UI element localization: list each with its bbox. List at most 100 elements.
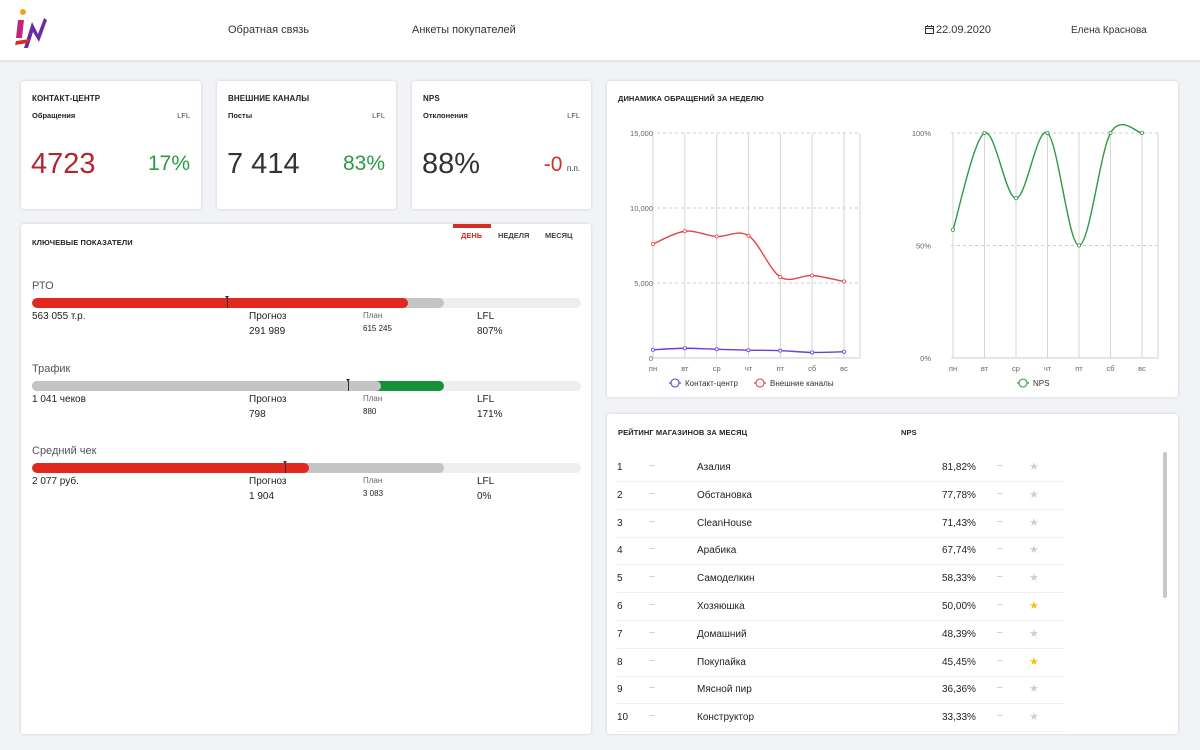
data-point[interactable] [651, 347, 656, 352]
x-tick-label: пн [949, 364, 957, 373]
kpi-lfl-label: LFL [372, 111, 385, 120]
metric-bar-track [32, 463, 581, 473]
legend-marker[interactable] [755, 378, 765, 388]
data-point[interactable] [841, 279, 846, 284]
nav-customer-surveys[interactable]: Анкеты покупателей [412, 24, 516, 36]
star-icon[interactable]: ★ [1029, 627, 1039, 640]
rating-dash: – [997, 487, 1003, 499]
rating-row[interactable]: 6 – Хозяюшка 50,00% – ★ [617, 593, 1065, 621]
kpi-value: 88% [422, 148, 481, 180]
rating-rank: 4 [617, 545, 623, 557]
star-icon[interactable]: ★ [1029, 572, 1039, 585]
star-icon[interactable]: ★ [1029, 655, 1039, 668]
data-point[interactable] [778, 274, 783, 279]
metric-value: 2 077 руб. [32, 476, 79, 487]
metric-plan-label: План [363, 311, 383, 320]
brand-logo[interactable] [14, 8, 48, 50]
metric-bar-track [32, 381, 581, 391]
data-point[interactable] [810, 350, 815, 355]
data-point[interactable] [1076, 243, 1081, 248]
date-picker[interactable]: 22.09.2020 [925, 24, 991, 36]
star-icon[interactable]: ★ [1029, 683, 1039, 696]
data-point[interactable] [714, 347, 719, 352]
metric-name: РТО [32, 280, 54, 292]
kpi-card-external-channels[interactable]: ВНЕШНИЕ КАНАЛЫ Посты LFL 7 414 83% [217, 81, 396, 209]
metric-plan-label: План [363, 476, 383, 485]
kpi-card-nps[interactable]: NPS Отклонения LFL 88% -0 п.п. [412, 81, 591, 209]
metric-forecast-label: Прогноз [249, 476, 287, 487]
kpi-lfl-value: 83% [342, 152, 385, 175]
rating-dash: – [997, 710, 1003, 722]
rating-nps-value: 50,00% [942, 601, 976, 612]
rating-rank: 10 [617, 712, 629, 724]
rating-row[interactable]: 3 – CleanHouse 71,43% – ★ [617, 510, 1065, 538]
data-point[interactable] [746, 348, 751, 353]
rating-row[interactable]: 8 – Покупайка 45,45% – ★ [617, 649, 1065, 677]
data-point[interactable] [682, 229, 687, 234]
data-point[interactable] [950, 227, 955, 232]
legend-label[interactable]: Внешние каналы [770, 379, 834, 388]
kpi-value: 7 414 [227, 148, 300, 180]
rating-dash: – [997, 626, 1003, 638]
nav-feedback[interactable]: Обратная связь [228, 24, 310, 36]
data-point[interactable] [682, 346, 687, 351]
legend-label[interactable]: NPS [1033, 379, 1049, 388]
star-icon[interactable]: ★ [1029, 516, 1039, 529]
kpi-value: 4723 [31, 148, 96, 180]
data-point[interactable] [1045, 131, 1050, 136]
star-icon[interactable]: ★ [1029, 544, 1039, 557]
legend-marker[interactable] [670, 378, 680, 388]
store-rating-panel: РЕЙТИНГ МАГАЗИНОВ ЗА МЕСЯЦ NPS 1 – Азалия 8… [607, 414, 1178, 734]
legend-marker[interactable] [1018, 378, 1028, 388]
kpi-card-contact-center[interactable]: КОНТАКТ-ЦЕНТР Обращения LFL 4723 17% [21, 81, 201, 209]
rating-row[interactable]: 2 – Обстановка 77,78% – ★ [617, 482, 1065, 510]
rating-row[interactable]: 9 – Мясной пир 36,36% – ★ [617, 676, 1065, 705]
legend-label[interactable]: Контакт-центр [685, 379, 738, 388]
rating-row[interactable]: 5 – Самоделкин 58,33% – ★ [617, 565, 1065, 594]
rating-row[interactable]: 10 – Конструктор 33,33% – ★ [617, 704, 1065, 733]
x-tick-label: пт [777, 364, 785, 373]
active-tab-indicator [453, 224, 491, 228]
rating-dash: – [649, 487, 655, 499]
tab-month[interactable]: МЕСЯЦ [545, 231, 573, 240]
data-point[interactable] [810, 273, 815, 278]
star-icon[interactable]: ★ [1029, 461, 1039, 473]
data-point[interactable] [982, 131, 987, 136]
x-tick-label: вс [1138, 364, 1146, 373]
data-point[interactable] [746, 233, 751, 238]
dynamics-chart-panel: ДИНАМИКА ОБРАЩЕНИЙ ЗА НЕДЕЛЮ 0 5,000 10,00… [607, 81, 1178, 397]
rating-scrollbar[interactable] [1163, 452, 1167, 598]
data-point[interactable] [778, 348, 783, 353]
rating-row[interactable]: 4 – Арабика 67,74% – ★ [617, 537, 1065, 566]
rating-dash: – [997, 515, 1003, 527]
rating-row[interactable]: 7 – Домашний 48,39% – ★ [617, 621, 1065, 649]
kpi-lfl-value: 17% [147, 152, 190, 175]
x-tick-label: чт [1044, 364, 1052, 373]
metric-plan-value: 615 245 [363, 324, 392, 333]
rating-row[interactable]: 1 – Азалия 81,82% – ★ [617, 454, 1065, 482]
metric-value: 1 041 чеков [32, 394, 86, 405]
y-tick-label: 100% [912, 129, 932, 138]
data-point[interactable] [651, 241, 656, 246]
metric-plan-label: План [363, 394, 383, 403]
rating-store-name: Мясной пир [697, 684, 752, 696]
rating-nps-value: 36,36% [942, 684, 976, 696]
user-name[interactable]: Елена Краснова [1071, 25, 1147, 36]
data-point[interactable] [714, 234, 719, 239]
data-point[interactable] [1013, 196, 1018, 201]
star-icon[interactable]: ★ [1029, 600, 1039, 612]
x-tick-label: чт [745, 364, 753, 373]
star-icon[interactable]: ★ [1029, 488, 1039, 501]
metric-forecast-label: Прогноз [249, 394, 287, 405]
y-tick-label: 0 [649, 354, 653, 363]
metric-forecast-value: 1 904 [249, 491, 275, 502]
tab-day[interactable]: ДЕНЬ [461, 231, 483, 240]
star-icon[interactable]: ★ [1029, 711, 1039, 724]
data-point[interactable] [841, 349, 846, 354]
data-point[interactable] [1108, 131, 1113, 136]
calendar-icon [925, 25, 934, 34]
data-point[interactable] [1140, 131, 1145, 136]
kpi-lfl-label: LFL [177, 111, 190, 120]
tab-week[interactable]: НЕДЕЛЯ [498, 231, 530, 240]
x-tick-label: вт [981, 364, 989, 373]
